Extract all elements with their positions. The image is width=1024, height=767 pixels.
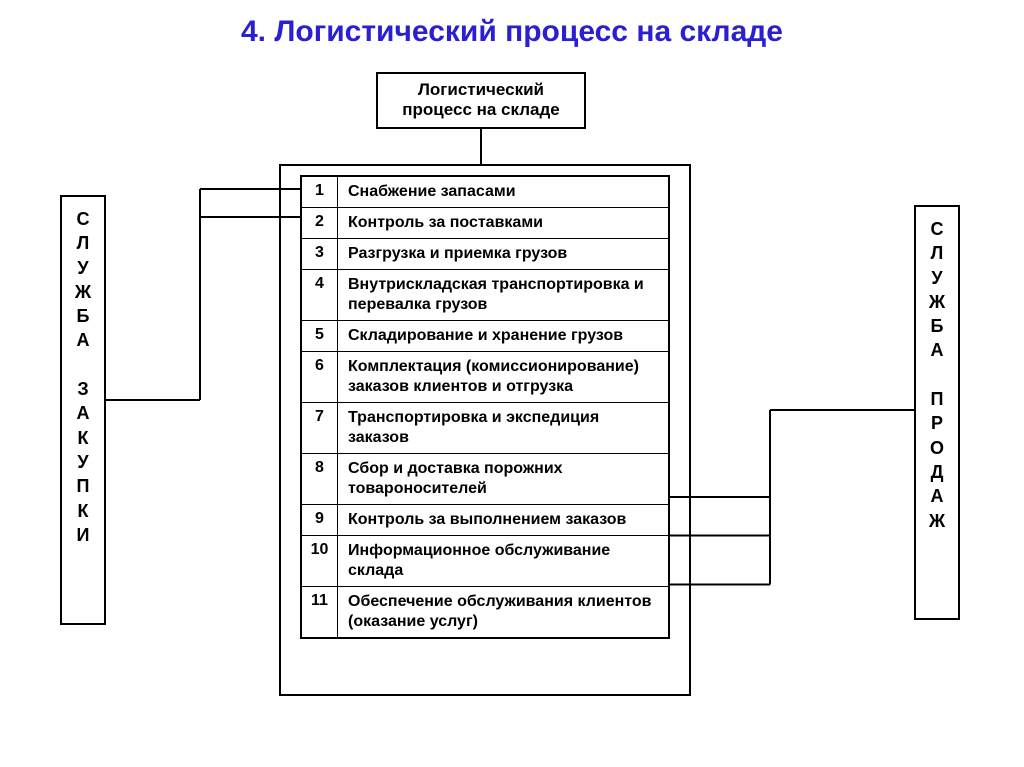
list-row: 7Транспортировка и экспедиция заказов — [302, 403, 668, 454]
list-row: 4Внутрискладская транспортировка и перев… — [302, 270, 668, 321]
row-label: Сбор и доставка порожних товароносителей — [338, 454, 668, 504]
row-label: Транспортировка и экспедиция заказов — [338, 403, 668, 453]
row-label: Комплектация (комиссионирование) заказов… — [338, 352, 668, 402]
top-box: Логистический процесс на складе — [376, 72, 586, 129]
row-number: 7 — [302, 403, 338, 453]
row-number: 9 — [302, 505, 338, 535]
page-title: 4. Логистический процесс на складе — [0, 0, 1024, 49]
row-label: Разгрузка и приемка грузов — [338, 239, 668, 269]
right-vertical-box: С Л У Ж Б А П Р О Д А Ж — [914, 205, 960, 620]
row-number: 5 — [302, 321, 338, 351]
row-number: 3 — [302, 239, 338, 269]
left-vertical-box: С Л У Ж Б А З А К У П К И — [60, 195, 106, 625]
row-label: Контроль за поставками — [338, 208, 668, 238]
row-number: 4 — [302, 270, 338, 320]
row-label: Внутрискладская транспортировка и перева… — [338, 270, 668, 320]
row-number: 1 — [302, 177, 338, 207]
list-row: 3Разгрузка и приемка грузов — [302, 239, 668, 270]
row-number: 11 — [302, 587, 338, 637]
list-row: 9Контроль за выполнением заказов — [302, 505, 668, 536]
row-label: Обеспечение обслуживания клиентов (оказа… — [338, 587, 668, 637]
row-number: 6 — [302, 352, 338, 402]
top-box-line1: Логистический — [418, 80, 544, 99]
row-number: 2 — [302, 208, 338, 238]
list-row: 11Обеспечение обслуживания клиентов (ока… — [302, 587, 668, 637]
row-label: Складирование и хранение грузов — [338, 321, 668, 351]
list-row: 5Складирование и хранение грузов — [302, 321, 668, 352]
list-row: 1Снабжение запасами — [302, 177, 668, 208]
top-box-line2: процесс на складе — [402, 100, 559, 119]
list-row: 10Информационное обслуживание склада — [302, 536, 668, 587]
row-number: 8 — [302, 454, 338, 504]
row-label: Снабжение запасами — [338, 177, 668, 207]
row-label: Информационное обслуживание склада — [338, 536, 668, 586]
list-row: 8Сбор и доставка порожних товароносителе… — [302, 454, 668, 505]
list-row: 6Комплектация (комиссионирование) заказо… — [302, 352, 668, 403]
process-list: 1Снабжение запасами2Контроль за поставка… — [300, 175, 670, 639]
row-label: Контроль за выполнением заказов — [338, 505, 668, 535]
list-row: 2Контроль за поставками — [302, 208, 668, 239]
row-number: 10 — [302, 536, 338, 586]
